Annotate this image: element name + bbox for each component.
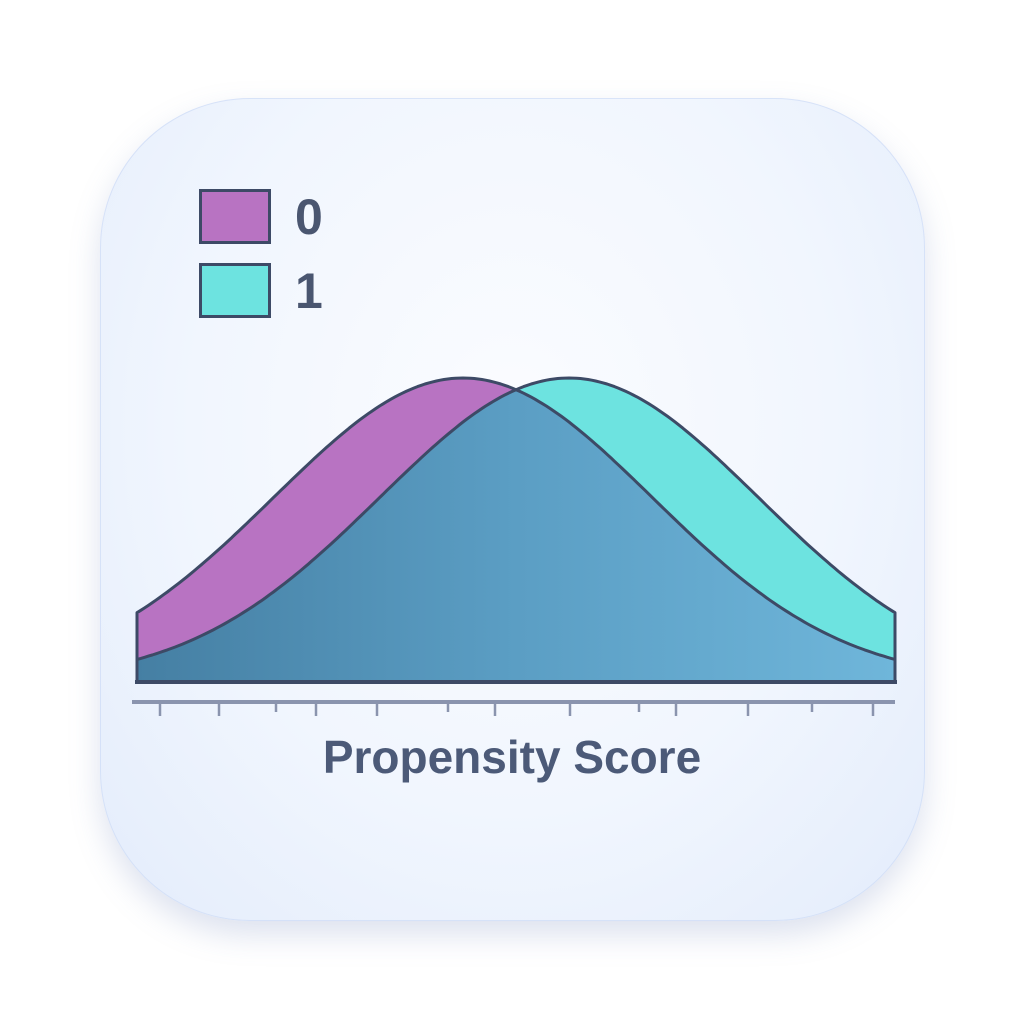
legend-item-1: 1 xyxy=(199,263,323,318)
legend-swatch-1 xyxy=(199,263,271,318)
density-line-1 xyxy=(135,376,897,682)
legend-swatch-0 xyxy=(199,189,271,244)
legend-label-1: 1 xyxy=(295,262,323,319)
x-axis-label: Propensity Score xyxy=(322,731,702,783)
legend-label-0: 0 xyxy=(295,188,323,245)
legend-item-0: 0 xyxy=(199,189,323,244)
density-overlap-area xyxy=(137,389,895,682)
